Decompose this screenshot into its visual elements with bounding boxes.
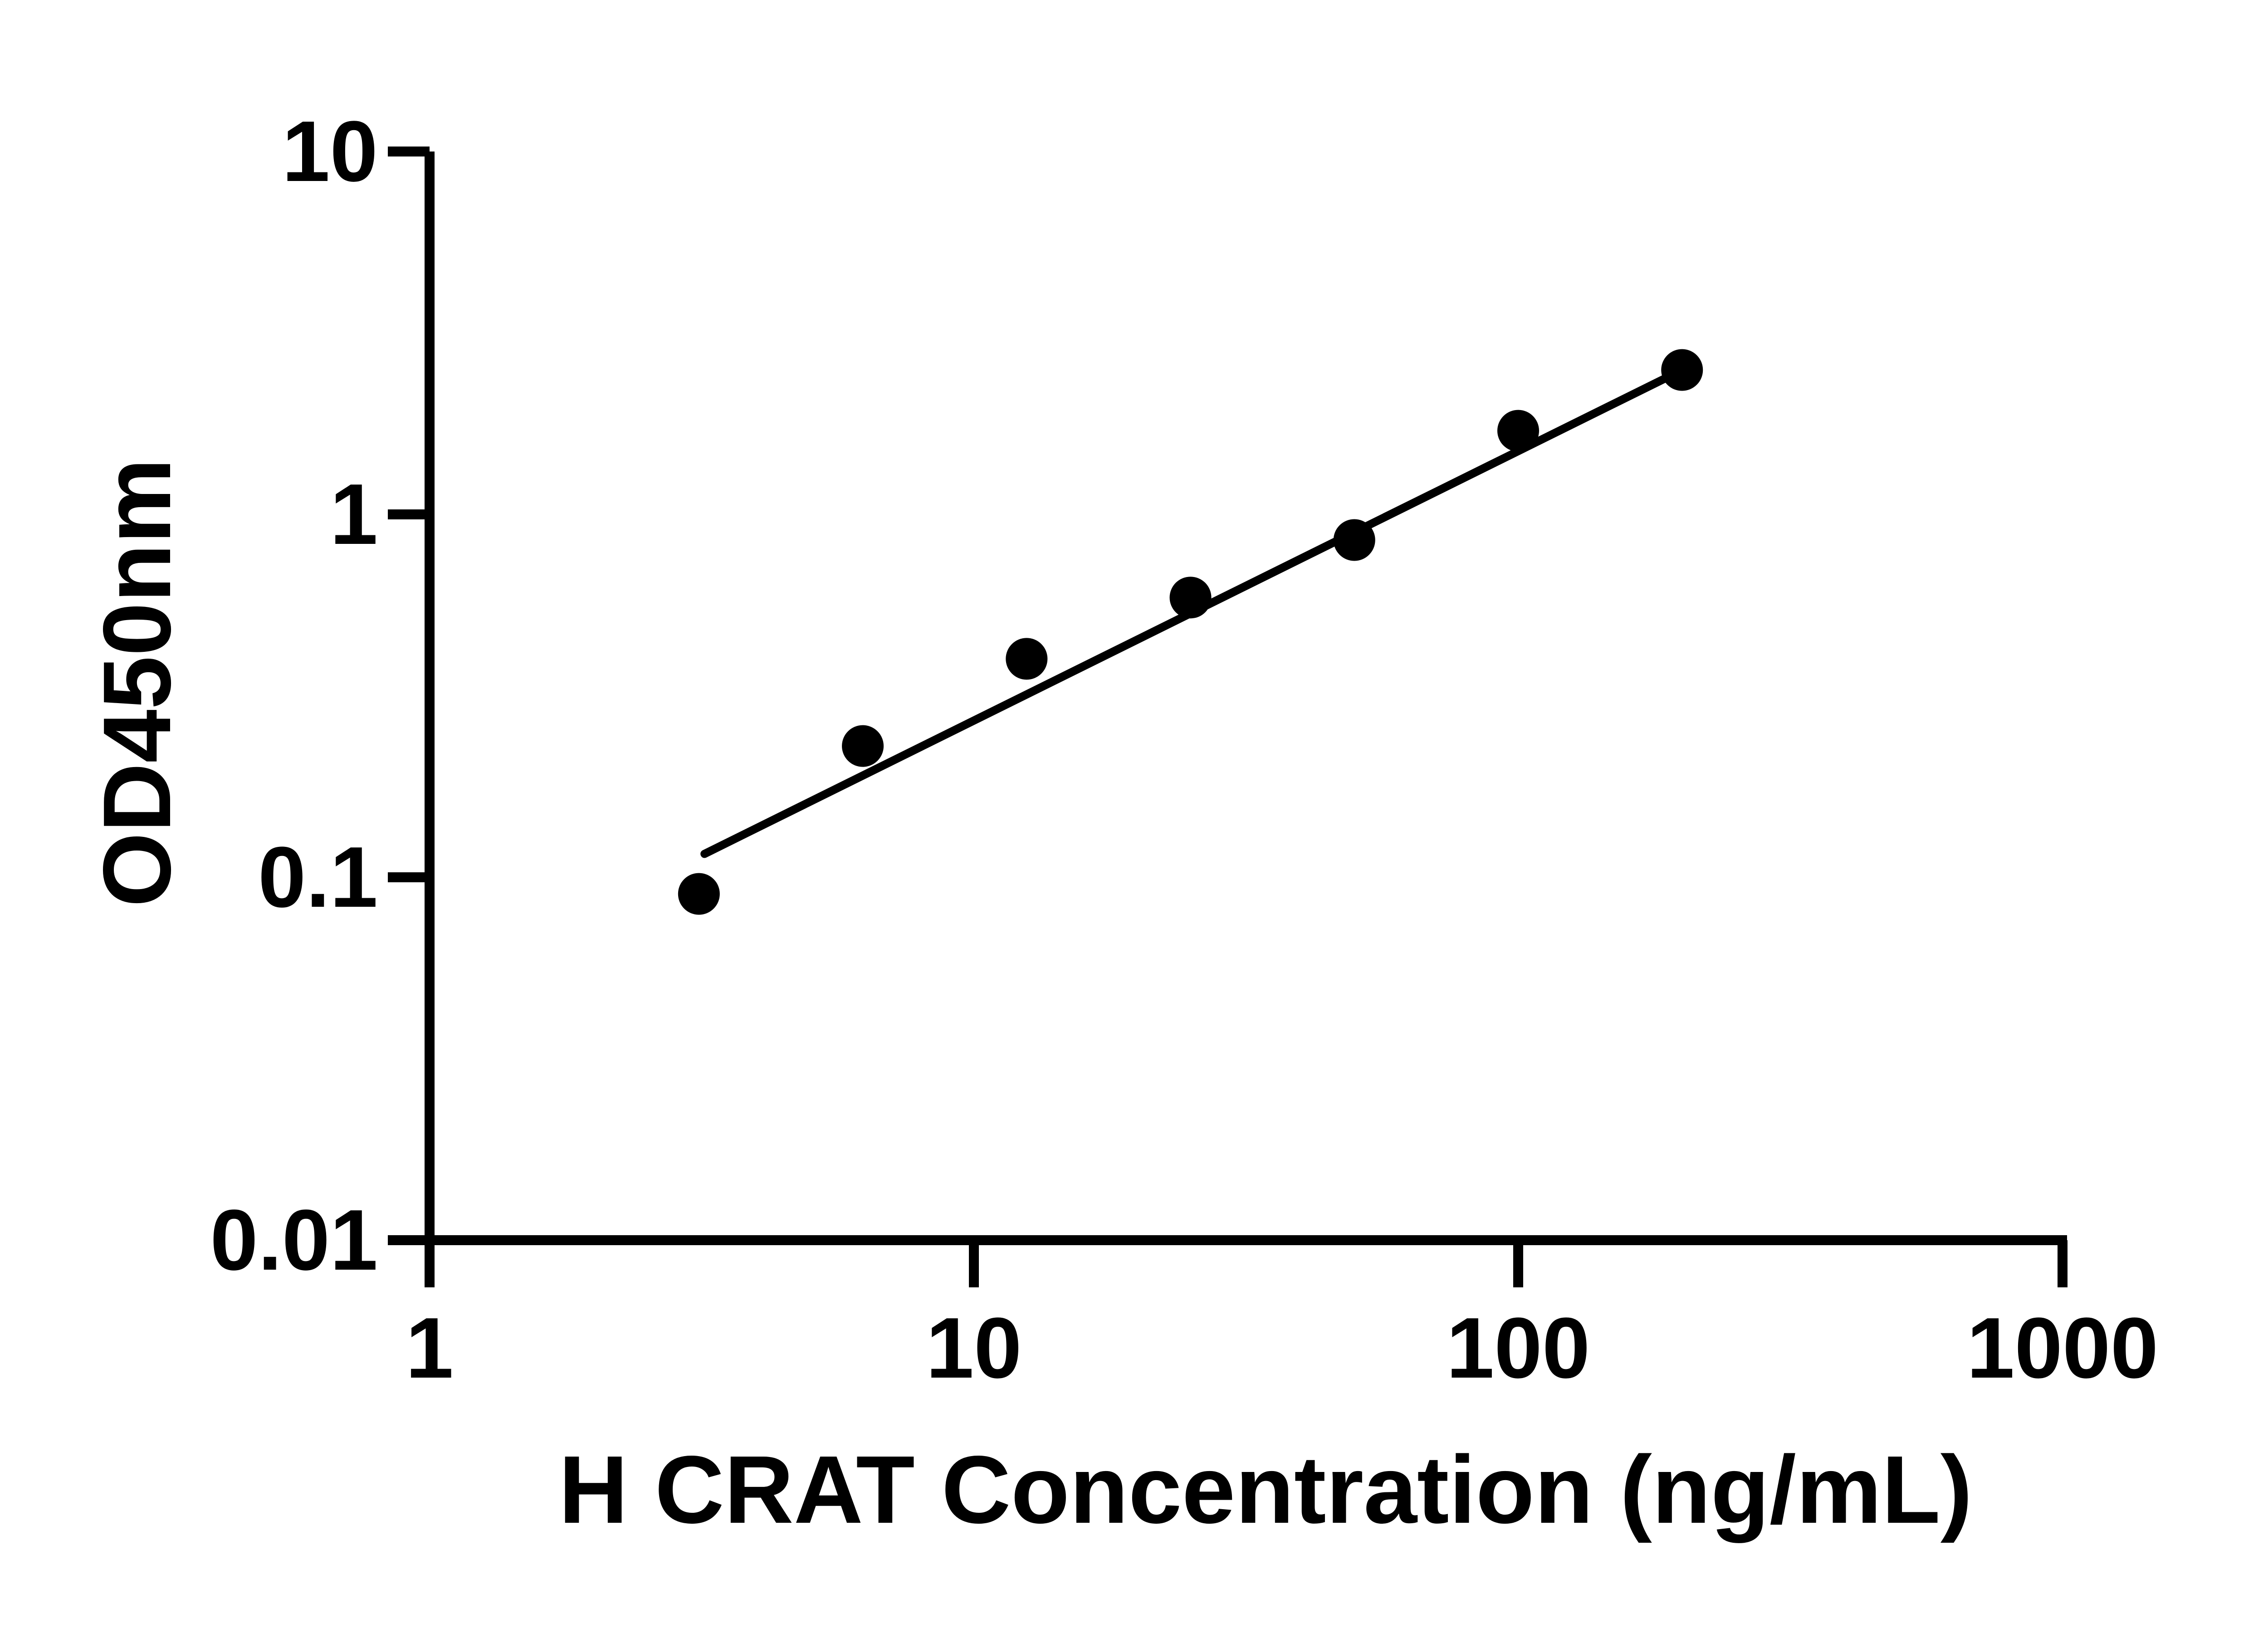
data-point-5 (1333, 519, 1375, 561)
data-point-4 (1169, 577, 1212, 619)
y-tick-label-1: 1 (330, 466, 378, 562)
data-point-1 (678, 873, 720, 915)
x-tick-label-1: 1 (406, 1300, 454, 1396)
data-point-2 (842, 725, 884, 767)
plot-area: 10 1 0.1 0.01 1 10 100 1000 (210, 103, 2158, 1396)
data-point-3 (1006, 638, 1048, 680)
y-axis-title: OD450nm (83, 458, 191, 907)
y-tick-label-0.1: 0.1 (258, 829, 378, 925)
x-axis-title: H CRAT Concentration (ng/mL) (559, 1436, 1973, 1543)
y-tick-label-0.01: 0.01 (210, 1192, 378, 1288)
x-tick-label-10: 10 (926, 1300, 1022, 1396)
data-point-6 (1497, 410, 1539, 452)
x-tick-label-1000: 1000 (1967, 1300, 2159, 1396)
data-point-7 (1661, 349, 1703, 391)
x-tick-label-100: 100 (1446, 1300, 1590, 1396)
y-tick-label-10: 10 (282, 103, 378, 200)
